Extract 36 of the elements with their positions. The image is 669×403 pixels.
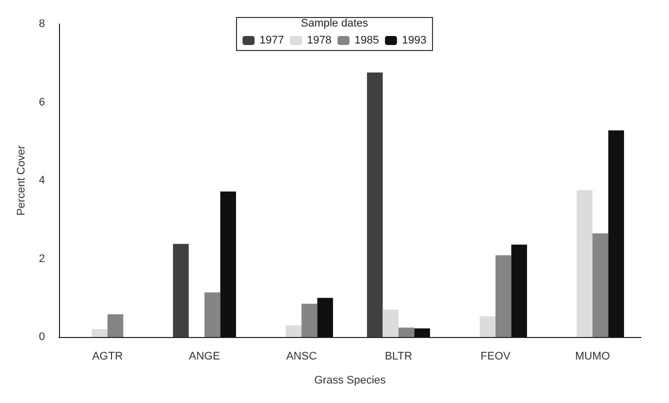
y-tick-label: 6 [38,96,45,108]
x-axis-title: Grass Species [314,374,386,386]
bar [220,191,236,337]
bar [414,328,430,337]
y-tick-label: 4 [38,174,45,186]
bar [608,130,624,337]
bar [592,233,608,337]
x-tick-label: ANSC [286,350,317,362]
bar [286,325,302,337]
bar [92,329,108,337]
bar [366,72,383,337]
legend-label: 1977 [260,34,284,46]
bar [204,292,220,337]
x-tick-label: ANGE [188,350,220,362]
bar [382,310,398,337]
bar [317,298,334,337]
x-tick-label: MUMO [575,350,610,362]
y-tick-label: 2 [38,252,45,265]
y-tick-label: 8 [38,18,45,30]
bar [108,314,124,337]
x-tick-label: BLTR [384,350,412,362]
legend-label: 1985 [354,34,379,46]
y-tick-label: 0 [38,331,45,343]
bar [398,328,414,337]
bar [302,304,318,337]
bar [480,316,496,337]
legend-title: Sample dates [300,18,369,30]
bar [496,255,512,337]
legend-label: 1993 [402,34,426,46]
bar [172,244,189,337]
bar [511,244,528,337]
x-tick-label: FEOV [480,350,512,362]
x-tick-label: AGTR [92,350,123,362]
bar [576,190,592,337]
legend-label: 1978 [307,34,332,46]
y-axis-title: Percent Cover [16,145,28,216]
